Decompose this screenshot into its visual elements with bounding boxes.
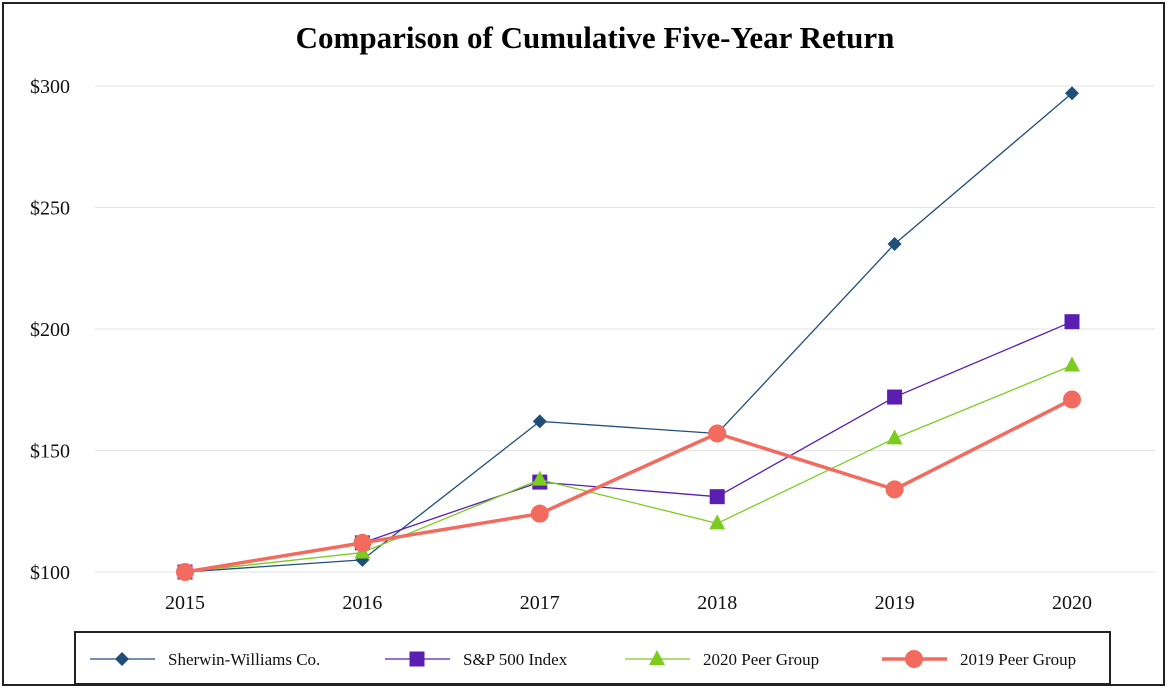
x-tick-label: 2016 [342, 592, 382, 614]
x-tick-label: 2018 [697, 592, 737, 614]
legend-item: S&P 500 Index [385, 650, 568, 669]
legend: Sherwin-Williams Co. S&P 500 Index 2020 Pe… [90, 650, 1076, 669]
data-point-circle [176, 563, 194, 581]
data-point-diamond [1065, 86, 1079, 101]
legend-label: 2019 Peer Group [960, 650, 1076, 669]
data-point-triangle [649, 650, 665, 665]
chart-title: Comparison of Cumulative Five-Year Retur… [296, 20, 895, 55]
y-axis-ticks: $100 $150 $200 $250 $300 [30, 76, 70, 584]
series-line [184, 397, 1073, 574]
series-line [184, 321, 1073, 573]
data-point-diamond [115, 652, 129, 666]
data-point-circle [530, 504, 549, 523]
legend-label: 2020 Peer Group [703, 650, 819, 669]
x-tick-label: 2017 [520, 592, 560, 614]
data-point-circle [708, 424, 727, 443]
data-point-triangle [709, 514, 726, 530]
y-tick-label: $300 [30, 76, 70, 98]
data-point-diamond [887, 236, 902, 251]
data-point-triangle [1064, 356, 1080, 372]
y-tick-label: $100 [30, 562, 70, 584]
series-line [184, 364, 1073, 573]
y-tick-label: $150 [30, 441, 70, 463]
legend-item: 2019 Peer Group [882, 650, 1076, 669]
data-point-circle [353, 533, 372, 552]
data-point-circle [885, 480, 904, 499]
legend-label: Sherwin-Williams Co. [168, 650, 320, 669]
series-layer [176, 86, 1081, 581]
series-sherwin-williams-co- [178, 86, 1079, 579]
x-tick-label: 2019 [875, 592, 915, 614]
series-s-p-500-index [177, 314, 1080, 580]
data-point-square [409, 651, 425, 667]
data-point-square [1064, 314, 1080, 330]
data-point-diamond [532, 414, 547, 429]
data-point-circle [1063, 390, 1081, 409]
y-tick-label: $250 [30, 198, 70, 220]
data-point-circle [905, 650, 923, 668]
data-point-triangle [531, 470, 548, 486]
y-tick-label: $200 [30, 319, 70, 341]
x-axis-ticks: 2015 2016 2017 2018 2019 2020 [165, 592, 1092, 614]
series-2019-peer-group [176, 390, 1081, 581]
data-point-square [709, 489, 725, 505]
gridlines [95, 85, 1155, 573]
series-2020-peer-group [177, 356, 1080, 578]
legend-item: Sherwin-Williams Co. [90, 650, 320, 669]
x-tick-label: 2015 [165, 592, 205, 614]
x-tick-label: 2020 [1052, 592, 1092, 614]
legend-label: S&P 500 Index [463, 650, 568, 669]
legend-item: 2020 Peer Group [625, 650, 819, 669]
series-line [184, 92, 1073, 573]
data-point-square [887, 389, 903, 405]
data-point-triangle [886, 429, 903, 445]
